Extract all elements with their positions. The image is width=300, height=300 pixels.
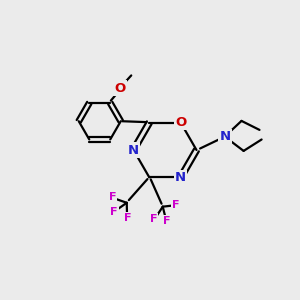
Text: F: F bbox=[124, 213, 131, 224]
Text: F: F bbox=[172, 200, 179, 210]
Text: N: N bbox=[175, 171, 186, 184]
Text: N: N bbox=[219, 130, 231, 143]
Text: F: F bbox=[163, 216, 170, 226]
Text: O: O bbox=[114, 82, 125, 94]
Text: F: F bbox=[109, 192, 116, 203]
Text: N: N bbox=[128, 143, 139, 157]
Text: F: F bbox=[110, 207, 118, 217]
Text: O: O bbox=[175, 116, 186, 129]
Text: F: F bbox=[150, 214, 158, 224]
